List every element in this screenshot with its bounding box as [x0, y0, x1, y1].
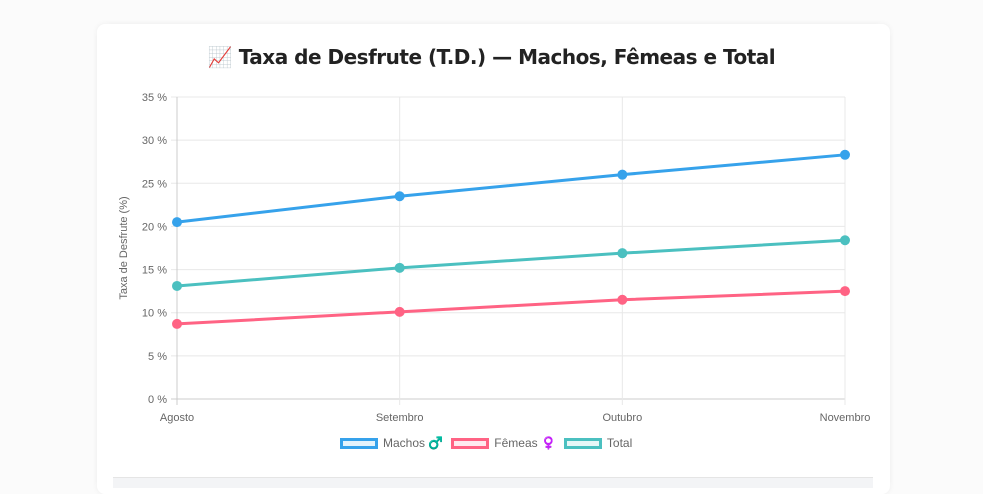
data-point	[617, 294, 628, 305]
y-tick-label: 0 %	[148, 394, 167, 406]
data-point	[394, 191, 405, 202]
data-point	[840, 235, 850, 246]
y-tick-label: 30 %	[142, 135, 167, 147]
x-tick-label: Setembro	[376, 412, 424, 424]
legend-item[interactable]: Machos ♂️	[340, 436, 443, 450]
chart-card	[97, 24, 890, 494]
legend-swatch	[451, 437, 490, 449]
y-tick-label: 20 %	[142, 221, 167, 233]
data-point	[840, 149, 850, 160]
legend-label: Fêmeas ♀️	[494, 436, 556, 450]
legend-swatch	[563, 437, 602, 449]
data-point	[394, 306, 405, 317]
data-point	[394, 262, 405, 273]
y-tick-label: 5 %	[148, 351, 167, 363]
series-line	[176, 153, 846, 224]
legend-item[interactable]: Total	[563, 436, 633, 450]
y-tick-label: 25 %	[142, 178, 167, 190]
chart-title: 📈 Taxa de Desfrute (T.D.) — Machos, Fême…	[207, 45, 776, 69]
x-tick-label: Outubro	[602, 412, 642, 424]
line-chart: 0 % 5 % 10 % 15 % 20 % 25 % 30 % 35 % Agosto Sete…	[118, 92, 871, 424]
y-tick-label: 15 %	[142, 265, 167, 277]
data-point	[172, 318, 182, 329]
legend-label: Machos ♂️	[383, 436, 444, 450]
series-line	[176, 238, 846, 288]
y-tick-label: 35 %	[142, 92, 167, 104]
data-point	[172, 280, 182, 291]
data-point	[840, 286, 850, 297]
series-line	[176, 289, 846, 326]
data-point	[617, 169, 628, 180]
legend-swatch	[340, 437, 378, 449]
legend-item[interactable]: Fêmeas ♀️	[451, 436, 556, 450]
x-tick-label: Agosto	[160, 412, 194, 424]
y-axis-label: Taxa de Desfrute (%)	[118, 196, 130, 299]
data-point	[172, 217, 182, 228]
legend-label: Total	[606, 436, 633, 450]
y-tick-label: 10 %	[142, 308, 167, 320]
data-point	[617, 248, 628, 259]
legend: Machos ♂️ Fêmeas ♀️ Total	[340, 436, 632, 450]
x-tick-label: Novembro	[820, 412, 871, 424]
